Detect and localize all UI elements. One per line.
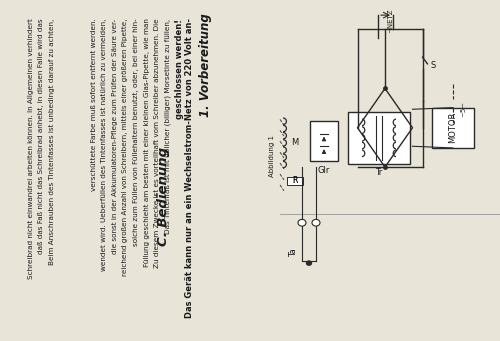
Text: S: S (430, 61, 436, 70)
Text: wendet wird. Ueberfüllen des Tintenfasses ist natürlich zu vermeiden,: wendet wird. Ueberfüllen des Tintenfasse… (102, 18, 107, 271)
Text: Füllung geschieht am besten mit einer kleinen Glas-Pipette, wie man: Füllung geschieht am besten mit einer kl… (144, 18, 150, 267)
Circle shape (298, 219, 306, 226)
Text: Tr: Tr (376, 168, 382, 177)
Text: geschlossen werden!: geschlossen werden! (176, 18, 184, 119)
Text: Zu diesem Zwecke ist es vorteilhaft vom Schreiber abzunehmen. Die: Zu diesem Zwecke ist es vorteilhaft vom … (154, 18, 160, 268)
Text: C. Bedienung: C. Bedienung (156, 147, 170, 246)
Text: Beim Anschrauben des Tintenfasses ist unbedingt darauf zu achten,: Beim Anschrauben des Tintenfasses ist un… (49, 18, 55, 265)
Text: ~NETZ: ~NETZ (387, 9, 393, 33)
Text: 1. Vorbereitung: 1. Vorbereitung (198, 13, 211, 117)
Text: Schreibrad nicht einwandrei arbeiten können. In Allgemeinen verhindert: Schreibrad nicht einwandrei arbeiten kön… (28, 18, 34, 279)
Text: daß das Faß nicht das Schreibrad anhebt, in diesen Falle wird das: daß das Faß nicht das Schreibrad anhebt,… (38, 18, 44, 254)
Bar (348, 112, 410, 164)
Text: Ta: Ta (290, 248, 298, 256)
Bar (310, 121, 338, 161)
Text: ~5~: ~5~ (460, 101, 466, 117)
Text: Das Gerät kann nur an ein Wechselstrom-Netz von 220 Volt an-: Das Gerät kann nur an ein Wechselstrom-N… (186, 18, 194, 318)
Text: verschüttete Farbe muß sofort entfernt werden.: verschüttete Farbe muß sofort entfernt w… (91, 18, 97, 191)
Text: reichend großen Anzahl von Schreibern, mittels einer größeren Pipette,: reichend großen Anzahl von Schreibern, m… (122, 18, 128, 276)
Text: M: M (291, 138, 298, 147)
Text: Abbildung 1: Abbildung 1 (269, 134, 275, 177)
Text: MOTOR: MOTOR (448, 112, 458, 144)
Circle shape (312, 219, 320, 226)
Bar (432, 108, 474, 148)
Circle shape (306, 261, 312, 265)
Bar (287, 177, 303, 185)
Text: solche zum Füllen von Füllehaltern benutzt, oder, bei einer hin-: solche zum Füllen von Füllehaltern benut… (133, 18, 139, 246)
Text: R: R (292, 176, 298, 185)
Text: Glr: Glr (318, 166, 330, 175)
Text: R: R (292, 176, 298, 185)
Text: die sonst in der Akkumulatoren-Pflege zum Prüfen der Säure ver-: die sonst in der Akkumulatoren-Pflege zu… (112, 18, 118, 254)
Text: Das Tintenfaß ist mit üblicher (billiger) Morsetinte zu füllen,: Das Tintenfaß ist mit üblicher (billiger… (165, 18, 171, 234)
